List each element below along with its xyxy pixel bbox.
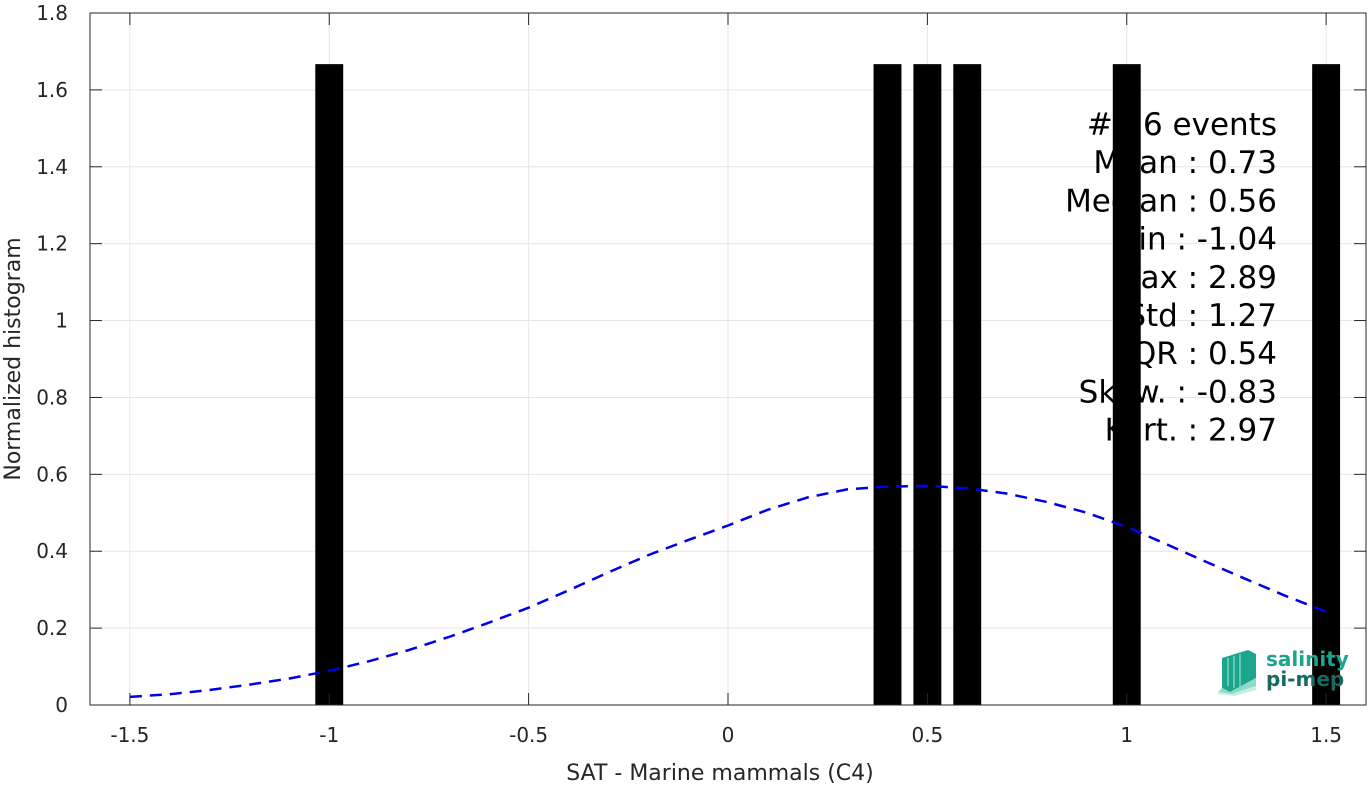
x-tick-labels: -1.5 -1 -0.5 0 0.5 1 1.5 bbox=[110, 723, 1342, 747]
x-axis-label: SAT - Marine mammals (C4) bbox=[566, 761, 874, 785]
salinity-pimep-logo: salinity pi-mep bbox=[1218, 647, 1349, 696]
histogram-bar-4 bbox=[1112, 64, 1141, 706]
stat-line-8: Kurt. : 2.97 bbox=[1105, 413, 1277, 449]
y-tick-label-7: 1.4 bbox=[36, 155, 68, 179]
y-tick-label-9: 1.8 bbox=[36, 1, 68, 25]
logo-line1: salinity bbox=[1266, 647, 1349, 671]
y-tick-label-5: 1 bbox=[55, 309, 68, 333]
y-tick-label-3: 0.6 bbox=[36, 462, 68, 486]
stat-line-0: # : 6 events bbox=[1087, 107, 1277, 143]
x-tick-label-6: 1.5 bbox=[1310, 723, 1342, 747]
x-tick-label-4: 0.5 bbox=[911, 723, 943, 747]
y-axis-label: Normalized histogram bbox=[1, 237, 26, 480]
fit-curve bbox=[129, 484, 1327, 699]
y-tick-label-4: 0.8 bbox=[36, 385, 68, 409]
y-tick-label-2: 0.4 bbox=[36, 539, 68, 563]
x-tick-label-5: 1 bbox=[1120, 723, 1133, 747]
y-tick-label-6: 1.2 bbox=[36, 232, 68, 256]
stat-line-7: Skew. : -0.83 bbox=[1079, 374, 1277, 410]
y-tick-label-8: 1.6 bbox=[36, 78, 68, 102]
fit-curve-group bbox=[129, 484, 1327, 699]
stat-line-3: Min : -1.04 bbox=[1112, 222, 1277, 258]
logo-line2: pi-mep bbox=[1266, 667, 1344, 691]
y-tick-label-1: 0.2 bbox=[36, 616, 68, 640]
histogram-bar-5 bbox=[1312, 64, 1341, 706]
logo-emblem bbox=[1218, 650, 1256, 696]
y-tick-labels: 0 0.2 0.4 0.6 0.8 1 1.2 1.4 1.6 1.8 bbox=[36, 1, 68, 717]
histogram-bar-2 bbox=[913, 64, 942, 706]
histogram-bar-0 bbox=[315, 64, 344, 706]
stat-line-5: Std : 1.27 bbox=[1126, 298, 1277, 334]
x-tick-label-1: -1 bbox=[319, 723, 339, 747]
stat-line-1: Mean : 0.73 bbox=[1093, 145, 1277, 181]
x-tick-label-2: -0.5 bbox=[509, 723, 548, 747]
stat-line-2: Median : 0.56 bbox=[1065, 183, 1277, 219]
histogram-bar-1 bbox=[873, 64, 902, 706]
x-tick-label-0: -1.5 bbox=[110, 723, 149, 747]
axes bbox=[89, 12, 1367, 706]
histogram-bar-3 bbox=[953, 64, 982, 706]
stat-line-4: Max : 2.89 bbox=[1114, 260, 1277, 296]
y-tick-label-0: 0 bbox=[55, 693, 68, 717]
x-tick-label-3: 0 bbox=[722, 723, 735, 747]
stat-line-6: IQR : 0.54 bbox=[1123, 336, 1277, 372]
bars bbox=[315, 64, 1341, 706]
